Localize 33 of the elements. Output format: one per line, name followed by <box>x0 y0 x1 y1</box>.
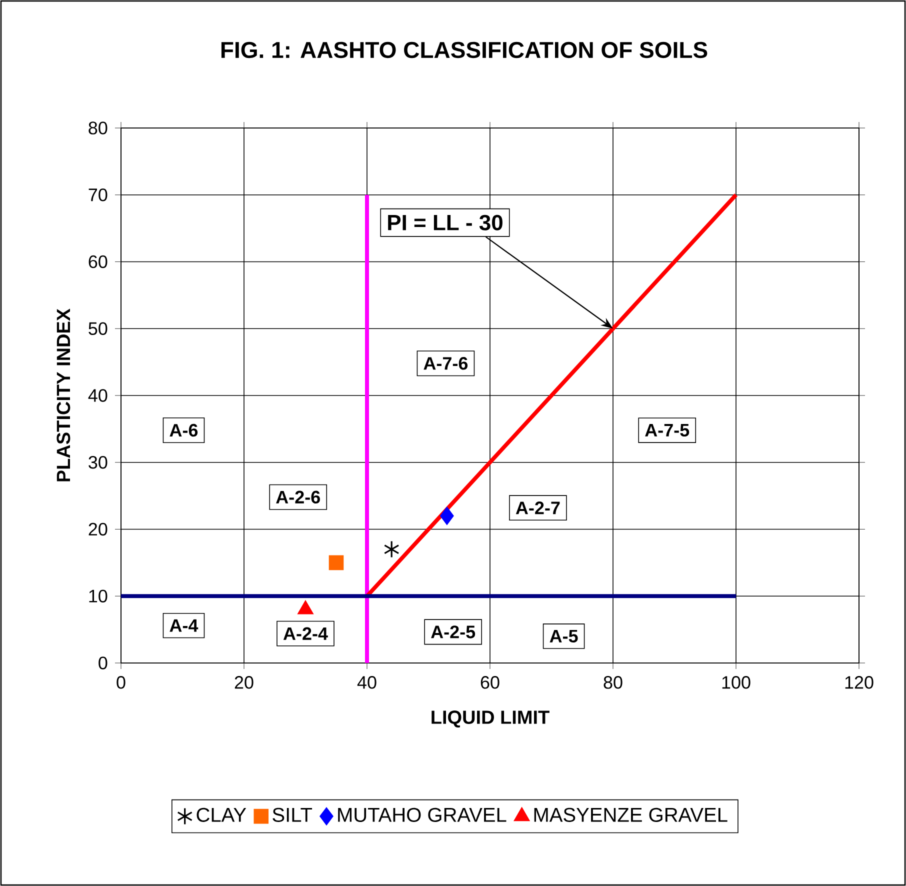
legend-label: CLAY <box>196 808 246 822</box>
y-tick-label: 20 <box>88 522 108 536</box>
y-tick-label: 60 <box>88 255 108 268</box>
x-tick-label: 0 <box>116 676 126 689</box>
annotation: A-5 <box>550 630 578 643</box>
x-tick-label: 80 <box>604 676 622 689</box>
annotation: A-6 <box>170 424 198 437</box>
annotation: A-7-6 <box>424 357 468 370</box>
x-tick-label: 60 <box>480 676 500 689</box>
annotation: A-7-5 <box>645 424 690 437</box>
legend-label: SILT <box>272 808 312 822</box>
annotation: PI = LL - 30 <box>388 214 502 230</box>
x-tick-label: 100 <box>722 676 750 689</box>
legend-label: MASYENZE GRAVEL <box>534 808 728 822</box>
annotation: A-2-5 <box>431 626 476 638</box>
x-tick-label: 40 <box>357 676 376 689</box>
y-tick-label: 80 <box>88 122 108 134</box>
chart-title: FIG. 1: AASHTO CLASSIFICATION OF SOILS <box>221 42 708 58</box>
y-tick-label: 50 <box>88 322 108 336</box>
x-tick-label: 120 <box>845 676 874 689</box>
annotation: A-2-4 <box>283 627 328 640</box>
annotation: A-2-6 <box>276 490 320 504</box>
annotation: A-2-7 <box>516 502 560 514</box>
y-tick-label: 10 <box>89 590 108 602</box>
legend-label: MUTAHO GRAVEL <box>338 808 506 822</box>
y-tick-label: 40 <box>88 389 108 402</box>
y-tick-label: 0 <box>98 656 108 670</box>
y-axis-title: PLASTICITY INDEX <box>56 308 70 482</box>
y-tick-label: 70 <box>88 188 108 202</box>
x-axis-title: LIQUID LIMIT <box>432 710 550 728</box>
x-tick-label: 20 <box>234 676 254 689</box>
y-tick-label: 30 <box>88 456 108 469</box>
annotation: A-4 <box>170 619 198 632</box>
